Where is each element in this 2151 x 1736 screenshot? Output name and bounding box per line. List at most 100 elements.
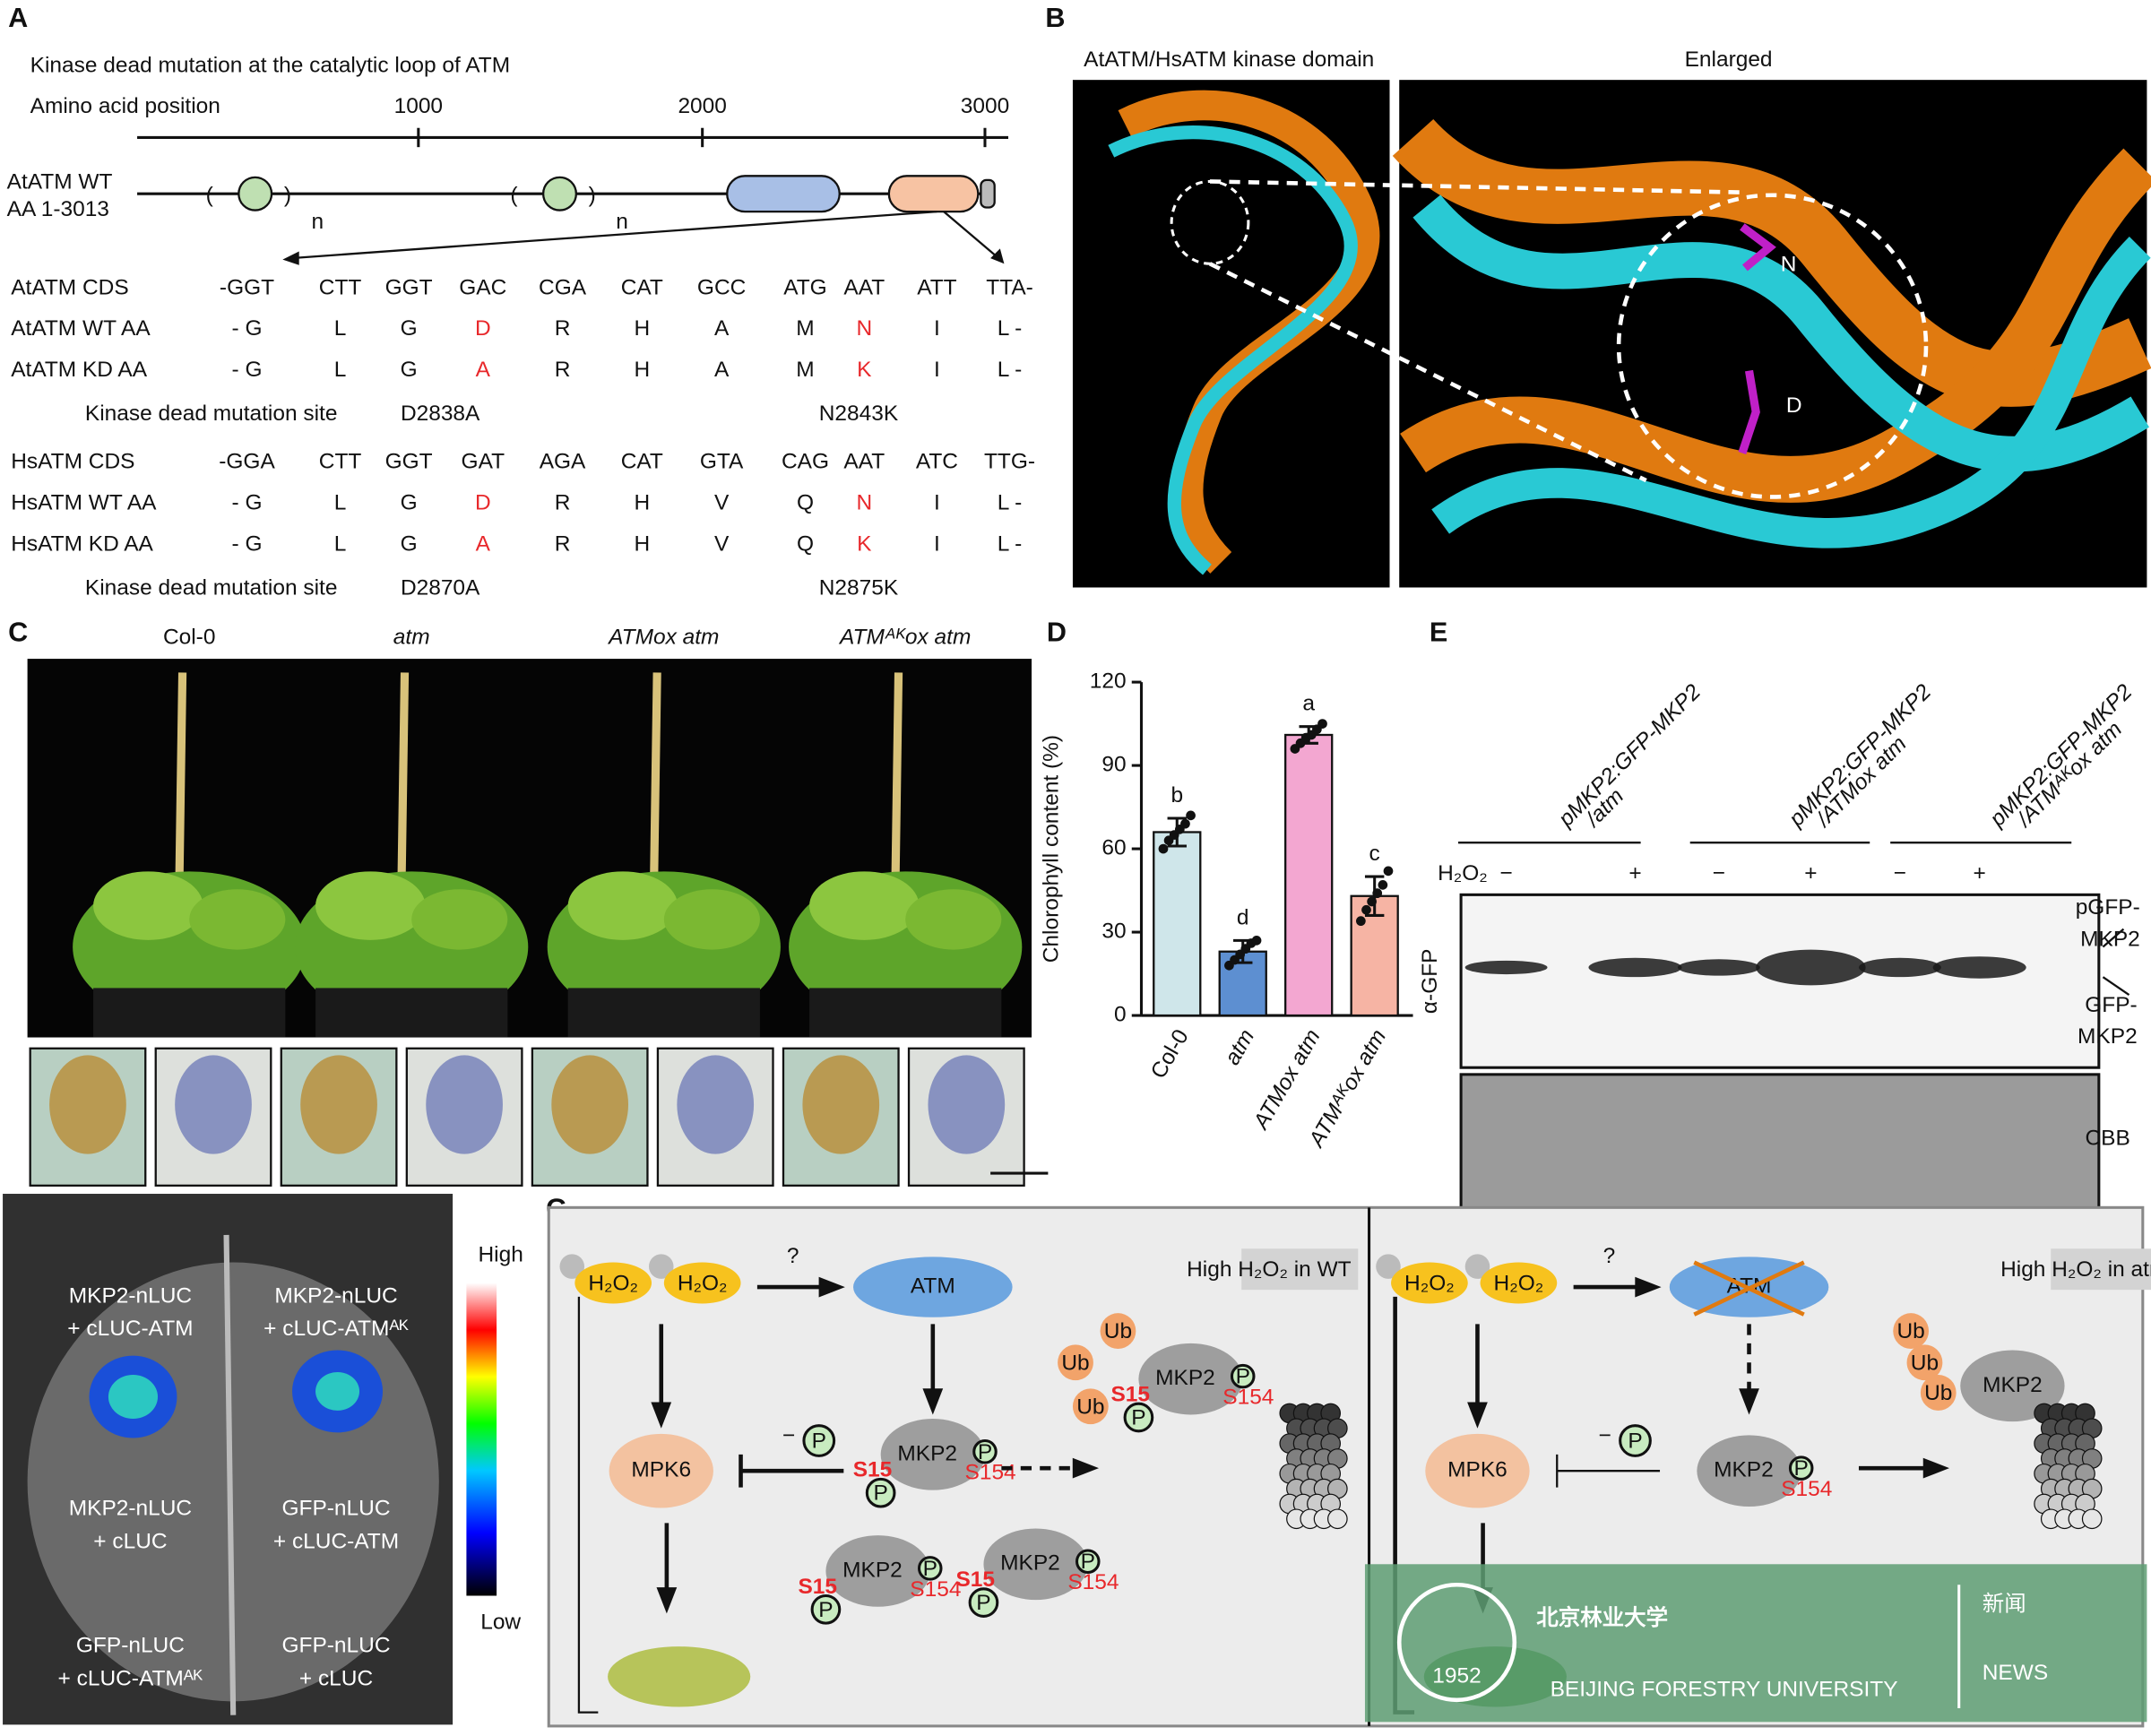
ubiquitin (1072, 1388, 1109, 1425)
label: ATMox atm (607, 626, 719, 650)
leaf (426, 1055, 503, 1154)
y-tick-label: 0 (1114, 1003, 1127, 1027)
row-label: AtATM CDS (11, 275, 128, 299)
sequence-cell: D (475, 316, 491, 341)
blot-band (1588, 957, 1682, 978)
diagram-label: P (1131, 1406, 1145, 1430)
diagram-label: MKP2 (897, 1441, 957, 1465)
label: NEWS (1983, 1661, 2048, 1685)
diagram-label: MKP2 (1000, 1551, 1060, 1576)
treatment-sign: + (1628, 861, 1641, 885)
sequence-cell: AAT (843, 275, 885, 299)
site-label: Kinase dead mutation site (85, 575, 338, 600)
sequence-cell: - G (232, 491, 263, 515)
leaf (551, 1055, 629, 1154)
sequence-cell: I (934, 532, 940, 557)
diagram-label: H₂O₂ (1404, 1272, 1455, 1296)
x-tick-label: ATMox atm (1248, 1025, 1326, 1135)
spot-label: + cLUC (299, 1666, 373, 1690)
diagram-label: Ub (1104, 1319, 1132, 1343)
residue (1740, 223, 1776, 272)
data-point (1317, 719, 1327, 729)
label: 1000 (394, 94, 443, 118)
phospho (1619, 1424, 1652, 1457)
sequence-cell: I (934, 491, 940, 515)
sequence-cell: R (555, 358, 571, 382)
arrow-head (1635, 1276, 1662, 1298)
cross (1693, 1260, 1805, 1317)
inhibition (1556, 1454, 1661, 1488)
row-label: HsATM CDS (11, 450, 134, 474)
label: 新闻 (1983, 1592, 2026, 1617)
significance-label: d (1237, 905, 1249, 929)
sequence-cell: M (796, 358, 814, 382)
sequence-cell: G (401, 316, 418, 341)
pot (809, 988, 1002, 1038)
label: N (1781, 252, 1797, 276)
label: 北京林业大学 (1536, 1604, 1668, 1630)
label: ATMᴬᴷox atm (838, 626, 971, 650)
domain (980, 178, 996, 209)
sequence-cell: L - (998, 358, 1023, 382)
h2o2 (1480, 1262, 1558, 1304)
label: Enlarged (1685, 48, 1773, 72)
mkp2 (880, 1419, 985, 1490)
pot (315, 988, 508, 1038)
label: MKP2 (2078, 1024, 2138, 1049)
diagram-label: P (1081, 1550, 1095, 1574)
data-point (1158, 843, 1169, 854)
diagram-label: S15 (798, 1575, 837, 1599)
domain (726, 175, 841, 213)
rosette (93, 871, 203, 940)
cbb-image (1459, 1073, 2101, 1230)
spot-label: MKP2-nLUC (274, 1283, 397, 1308)
sequence-cell: GGT (385, 275, 433, 299)
phospho (810, 1593, 842, 1625)
proteasome (2081, 1508, 2103, 1530)
western-blot: pMKP2:GFP-MKP2/atm pMKP2:GFP-MKP2/ATMox a… (1458, 679, 2138, 885)
label: AA 1-3013 (7, 197, 109, 221)
diagram-label: MPK6 (1447, 1458, 1507, 1482)
sequence-cell: A (476, 358, 491, 382)
domain (541, 176, 578, 212)
label: H₂O₂ (1438, 861, 1488, 885)
data-point (1251, 935, 1262, 946)
treatment-sign: + (1804, 861, 1817, 885)
label: E (1430, 618, 1447, 648)
diagram-label: P (873, 1481, 887, 1506)
sequence-table: AtATM CDS -GGT CTT GGT GAC CGA CAT GCC ATG AAT ATT… (11, 275, 1035, 600)
label: GFP- (2085, 993, 2137, 1017)
spot-label: + cLUC-ATM (67, 1317, 193, 1341)
sequence-cell: CAT (621, 275, 663, 299)
mkp2 (1138, 1343, 1243, 1415)
spot-label: MKP2-nLUC (69, 1497, 192, 1521)
diagram-label: P (1236, 1365, 1250, 1389)
diagram-label: High H₂O₂ in WT (1187, 1257, 1352, 1282)
y-tick-label: 120 (1090, 669, 1127, 694)
diagram-label: P (978, 1440, 992, 1464)
label: A (8, 3, 28, 33)
diagram-label: P (818, 1598, 833, 1622)
phospho (968, 1587, 999, 1618)
row-label: AtATM WT AA (11, 316, 151, 341)
diagram-label: MKP2 (842, 1558, 903, 1582)
rosette (809, 871, 920, 940)
blot-band (1756, 949, 1866, 986)
sequence-cell: -GGA (219, 450, 275, 474)
diagram-label: P (812, 1429, 826, 1454)
sequence-cell: N (856, 491, 872, 515)
diagram-label: P (1628, 1429, 1642, 1454)
label: High (479, 1242, 523, 1266)
diagram-label: Ub (1061, 1351, 1089, 1375)
diagram-label: Ub (1076, 1395, 1104, 1419)
phospho (1230, 1363, 1256, 1389)
diagram-label: P (976, 1591, 990, 1615)
label: 3000 (961, 94, 1009, 118)
arrow-head (922, 1388, 944, 1415)
diagram-label: MKP2 (1983, 1373, 2043, 1397)
sequence-cell: L (334, 358, 347, 382)
sequence-cell: L - (998, 316, 1023, 341)
y-tick-label: 30 (1101, 920, 1126, 944)
diagram-label: S15 (955, 1568, 995, 1592)
